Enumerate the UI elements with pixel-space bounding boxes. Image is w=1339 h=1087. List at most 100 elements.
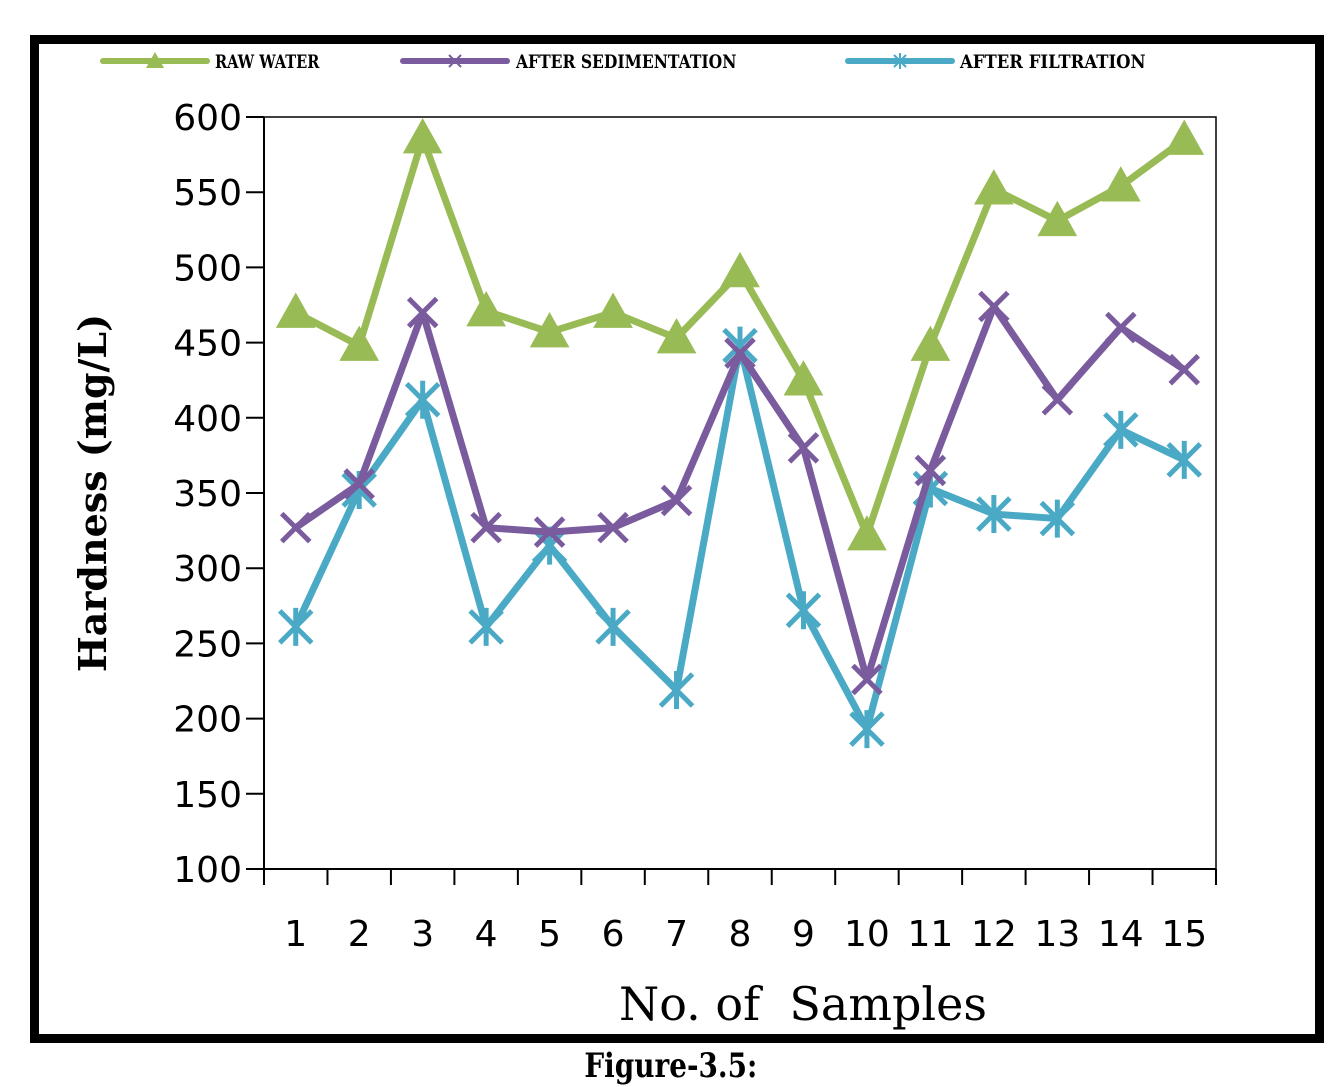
- data-point: [275, 292, 316, 328]
- y-tick-label: 350: [173, 474, 242, 515]
- legend-entry-after_sedimentation: AFTER SEDIMENTATION: [400, 51, 736, 73]
- star-marker-shape: [595, 607, 631, 646]
- data-point: [1041, 383, 1074, 416]
- x-tick-label: 7: [665, 914, 688, 955]
- data-point: [851, 663, 883, 696]
- triangle-marker-shape: [593, 292, 633, 328]
- triangle-marker-shape: [1037, 200, 1078, 237]
- x-tick-label: 9: [792, 914, 815, 955]
- data-point: [847, 515, 887, 551]
- star-marker-shape: [785, 591, 822, 630]
- data-point: [529, 312, 570, 348]
- x-tick-label: 1: [284, 914, 307, 955]
- triangle-marker-shape: [720, 251, 760, 288]
- data-point: [1039, 499, 1076, 538]
- x-marker-shape: [787, 432, 820, 464]
- data-point: [976, 495, 1012, 534]
- data-point: [787, 432, 820, 464]
- legend-triangle-icon: [146, 52, 164, 68]
- x-tick-label: 15: [1161, 914, 1207, 955]
- data-point: [466, 290, 506, 327]
- x-marker-shape: [343, 468, 375, 500]
- star-marker-shape: [404, 380, 441, 419]
- x-tick-label: 6: [602, 914, 625, 955]
- x-marker-shape: [279, 511, 312, 544]
- x-marker-shape: [851, 663, 883, 696]
- data-point: [339, 325, 380, 361]
- triangle-marker-shape: [529, 312, 570, 348]
- star-marker-shape: [1103, 410, 1139, 449]
- data-point: [785, 591, 822, 630]
- data-point: [724, 337, 756, 369]
- y-tick-label: 400: [173, 399, 242, 440]
- x-tick-label: 11: [907, 914, 953, 955]
- data-point: [720, 251, 760, 288]
- data-point: [593, 292, 633, 328]
- data-point: [1168, 353, 1201, 386]
- y-tick-label: 550: [173, 173, 242, 214]
- x-marker-shape: [660, 484, 693, 517]
- data-point: [849, 710, 885, 749]
- data-point: [595, 607, 631, 646]
- triangle-marker-shape: [466, 290, 506, 327]
- data-point: [277, 607, 314, 646]
- triangle-marker-shape: [1164, 119, 1205, 155]
- star-marker-shape: [1039, 499, 1076, 538]
- y-tick-label: 600: [173, 98, 242, 139]
- y-tick-label: 200: [173, 700, 242, 741]
- x-marker-shape: [914, 454, 947, 487]
- x-marker-shape: [470, 511, 502, 544]
- x-tick-label: 3: [411, 914, 434, 955]
- data-point: [406, 296, 439, 329]
- star-marker-shape: [849, 710, 885, 749]
- legend-label: AFTER SEDIMENTATION: [515, 51, 736, 73]
- triangle-marker-shape: [1100, 166, 1141, 202]
- data-point: [1105, 311, 1137, 344]
- y-tick-label: 500: [173, 248, 242, 289]
- data-point: [597, 511, 629, 544]
- x-marker-shape: [978, 290, 1010, 323]
- data-point: [279, 511, 312, 544]
- x-tick-label: 10: [844, 914, 890, 955]
- star-marker-shape: [976, 495, 1012, 534]
- y-axis-title: Hardness (mg/L): [70, 314, 115, 672]
- x-marker-shape: [597, 511, 629, 544]
- data-point: [658, 671, 695, 710]
- data-point: [660, 484, 693, 517]
- star-marker-shape: [1166, 440, 1203, 479]
- legend-x-icon: [448, 54, 462, 68]
- series-raw_water: [275, 118, 1205, 551]
- triangle-marker-shape: [656, 318, 697, 354]
- series-after_sedimentation: [279, 290, 1201, 696]
- y-tick-label: 250: [173, 624, 242, 665]
- y-tick-label: 100: [173, 850, 242, 891]
- data-point: [1100, 166, 1141, 202]
- legend-entry-after_filtration: AFTER FILTRATION: [845, 51, 1146, 73]
- data-point: [978, 290, 1010, 323]
- x-tick-label: 4: [475, 914, 498, 955]
- data-point: [910, 325, 951, 361]
- series-layer: [275, 118, 1205, 749]
- legend-entry-raw_water: RAW WATER: [100, 51, 320, 73]
- star-marker-shape: [658, 671, 695, 710]
- x-tick-label: 13: [1034, 914, 1080, 955]
- x-marker-shape: [1041, 383, 1074, 416]
- x-marker-shape: [1168, 353, 1201, 386]
- x-marker-shape: [533, 516, 566, 548]
- triangle-marker-shape: [275, 292, 316, 328]
- x-marker-shape: [1105, 311, 1137, 344]
- triangle-marker-shape: [783, 360, 824, 396]
- y-tick-label: 450: [173, 324, 242, 365]
- data-point: [468, 607, 504, 646]
- data-point: [783, 360, 824, 396]
- x-marker-shape: [724, 337, 756, 369]
- x-tick-label: 12: [971, 914, 1017, 955]
- data-point: [343, 468, 375, 500]
- figure-caption: Figure-3.5:: [584, 1046, 758, 1086]
- data-point: [1166, 440, 1203, 479]
- legend: RAW WATER AFTER SEDIMENTATION AFTER FILTRA…: [100, 51, 1146, 73]
- data-point: [1164, 119, 1205, 155]
- x-tick-label: 8: [729, 914, 752, 955]
